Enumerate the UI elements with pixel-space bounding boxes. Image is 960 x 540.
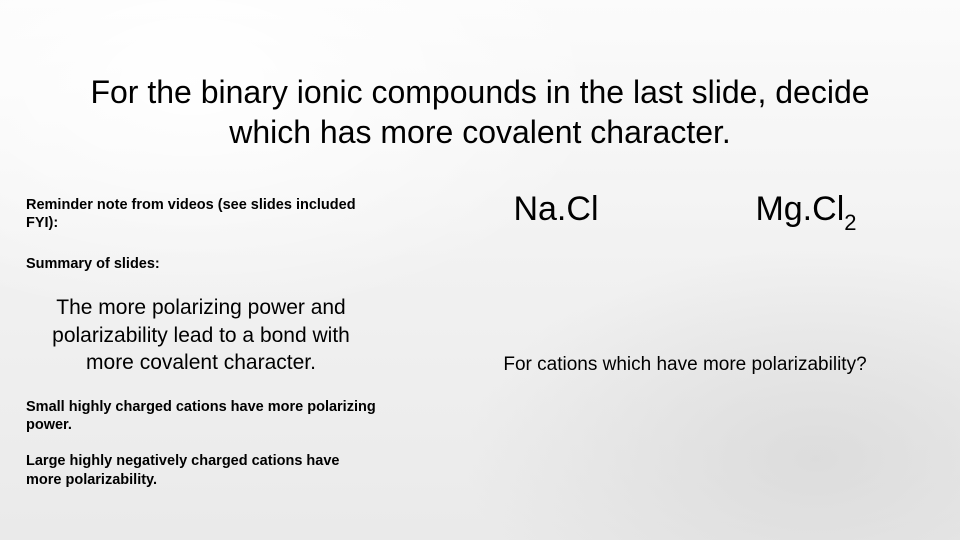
right-column: Na.Cl Mg.Cl2 For cations which have more… <box>435 190 935 376</box>
left-column: Reminder note from videos (see slides in… <box>26 196 376 507</box>
formula-row: Na.Cl Mg.Cl2 <box>435 190 935 234</box>
formula-mgcl2: Mg.Cl2 <box>755 190 856 234</box>
main-point: The more polarizing power and polarizabi… <box>26 294 376 376</box>
formula-nacl: Na.Cl <box>513 190 598 229</box>
formula-mgcl2-part2: Cl <box>812 190 844 228</box>
slide: For the binary ionic compounds in the la… <box>0 0 960 540</box>
summary-label: Summary of slides: <box>26 256 376 272</box>
formula-nacl-part1: Na. <box>513 190 566 228</box>
slide-title: For the binary ionic compounds in the la… <box>0 72 960 152</box>
formula-mgcl2-part1: Mg. <box>755 190 812 228</box>
formula-mgcl2-sub: 2 <box>844 210 856 235</box>
note-polarizability: Large highly negatively charged cations … <box>26 452 376 488</box>
reminder-note: Reminder note from videos (see slides in… <box>26 196 376 232</box>
note-polarizing-power: Small highly charged cations have more p… <box>26 398 376 434</box>
question-text: For cations which have more polarizabili… <box>435 354 935 376</box>
formula-nacl-part2: Cl <box>566 190 598 228</box>
